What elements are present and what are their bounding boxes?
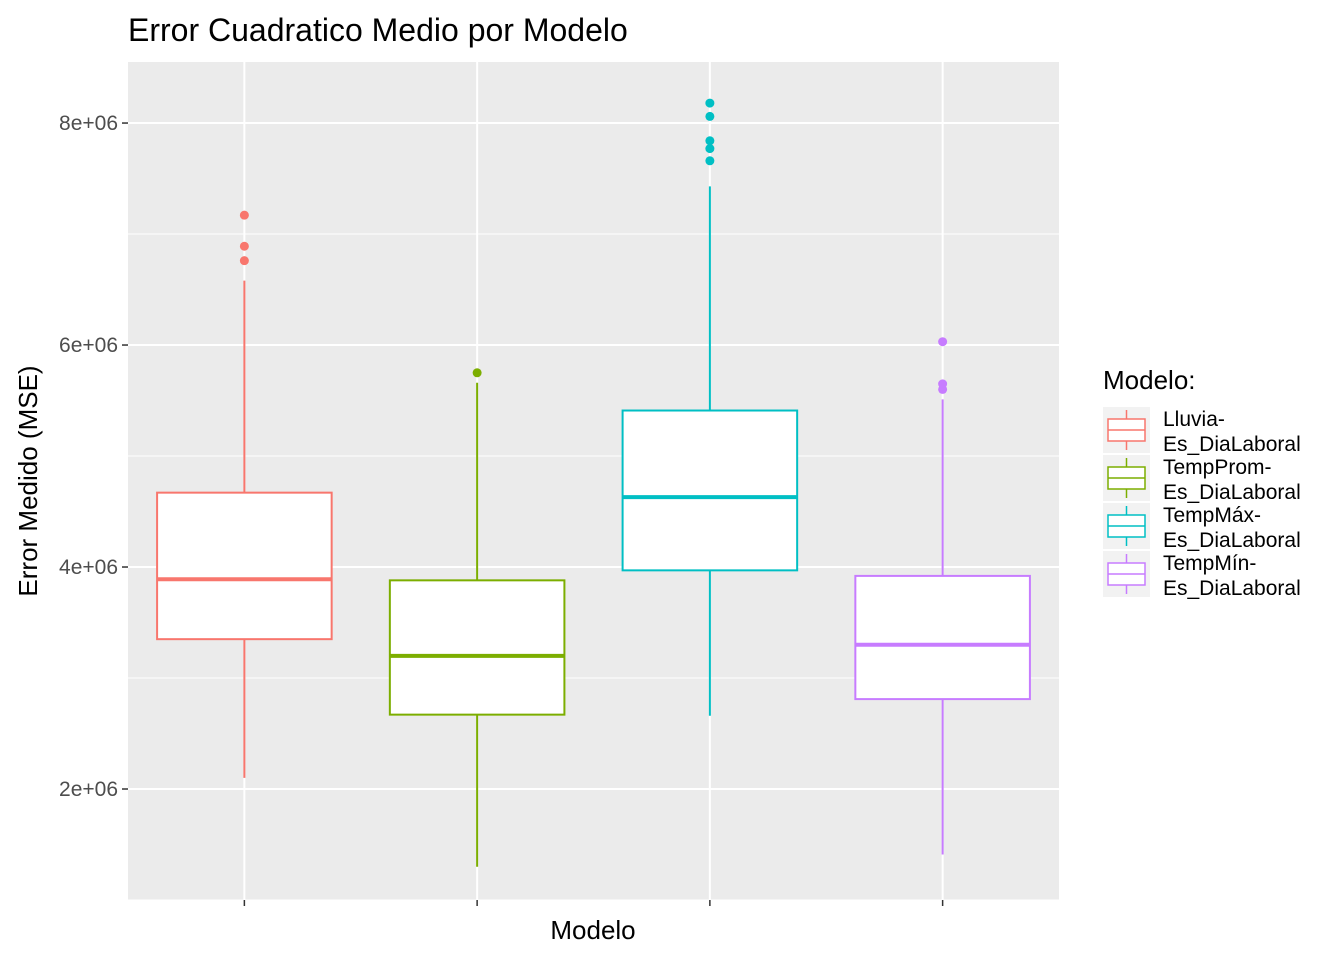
box-1: [156, 210, 333, 778]
chart-title: Error Cuadratico Medio por Modelo: [128, 12, 628, 48]
outlier-point: [472, 368, 482, 378]
outlier-point: [938, 337, 948, 347]
outlier-point: [705, 156, 715, 166]
box-iqr: [854, 574, 1031, 701]
legend-item-4: TempMín-Es_DiaLaboral: [1103, 551, 1301, 600]
box-iqr: [621, 409, 799, 572]
outlier-point: [705, 111, 715, 121]
y-tick-label: 8e+06: [59, 112, 118, 135]
y-tick-label: 6e+06: [59, 334, 118, 357]
outlier-point: [239, 210, 249, 220]
box-iqr: [388, 579, 566, 716]
legend-label: Lluvia-Es_DiaLaboral: [1163, 408, 1301, 456]
box-4: [854, 337, 1031, 855]
outlier-point: [705, 144, 715, 154]
plot-panel: [128, 62, 1059, 900]
legend-label: TempMáx-Es_DiaLaboral: [1163, 504, 1301, 552]
legend-label: TempProm-Es_DiaLaboral: [1163, 456, 1301, 504]
legend-label: TempMín-Es_DiaLaboral: [1163, 552, 1301, 600]
y-tick-label: 2e+06: [59, 778, 118, 801]
outlier-point: [938, 379, 948, 389]
y-tick-label: 4e+06: [59, 556, 118, 579]
box-series: [156, 98, 1031, 867]
outlier-point: [239, 256, 249, 266]
outlier-point: [705, 136, 715, 146]
legend-item-1: Lluvia-Es_DiaLaboral: [1103, 407, 1301, 456]
legend-item-3: TempMáx-Es_DiaLaboral: [1103, 503, 1301, 552]
legend: Modelo: Lluvia-Es_DiaLaboralTempProm-Es_…: [1103, 365, 1301, 600]
outlier-point: [239, 241, 249, 251]
legend-title: Modelo:: [1103, 365, 1196, 395]
outlier-point: [705, 98, 715, 108]
y-axis: 2e+06 4e+06 6e+06 8e+06: [59, 112, 944, 906]
y-axis-title: Error Medido (MSE): [13, 365, 43, 596]
box-2: [388, 368, 566, 867]
legend-item-2: TempProm-Es_DiaLaboral: [1103, 455, 1301, 504]
box-iqr: [156, 491, 333, 641]
box-3: [621, 98, 799, 716]
x-axis-title: Modelo: [550, 915, 635, 945]
